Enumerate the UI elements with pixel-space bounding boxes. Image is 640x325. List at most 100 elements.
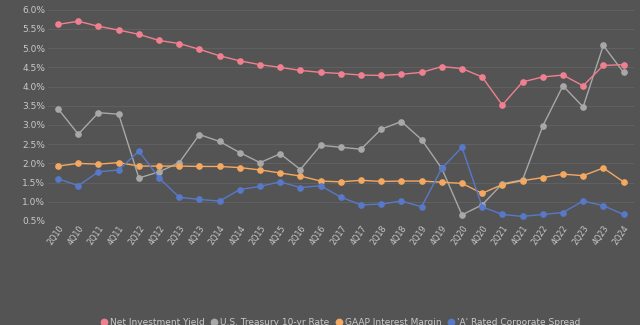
- U.S. Treasury 10-yr Rate: [317, 143, 324, 147]
- GAAP Interest Margin: [539, 176, 547, 179]
- GAAP Interest Margin: [438, 180, 445, 184]
- 'A' Rated Corporate Spread: [236, 188, 244, 191]
- GAAP Interest Margin: [378, 179, 385, 183]
- GAAP Interest Margin: [216, 164, 223, 168]
- GAAP Interest Margin: [95, 162, 102, 166]
- Line: GAAP Interest Margin: GAAP Interest Margin: [56, 160, 626, 196]
- 'A' Rated Corporate Spread: [317, 184, 324, 188]
- Net Investment Yield: [478, 75, 486, 79]
- Net Investment Yield: [175, 42, 183, 46]
- 'A' Rated Corporate Spread: [518, 214, 526, 218]
- 'A' Rated Corporate Spread: [175, 195, 183, 199]
- U.S. Treasury 10-yr Rate: [378, 127, 385, 131]
- GAAP Interest Margin: [518, 179, 526, 183]
- U.S. Treasury 10-yr Rate: [438, 166, 445, 170]
- Net Investment Yield: [296, 69, 304, 72]
- Net Investment Yield: [378, 73, 385, 77]
- Net Investment Yield: [196, 47, 204, 51]
- 'A' Rated Corporate Spread: [95, 170, 102, 174]
- GAAP Interest Margin: [317, 179, 324, 183]
- U.S. Treasury 10-yr Rate: [539, 124, 547, 128]
- 'A' Rated Corporate Spread: [378, 202, 385, 206]
- Net Investment Yield: [337, 72, 345, 75]
- GAAP Interest Margin: [156, 164, 163, 168]
- 'A' Rated Corporate Spread: [600, 204, 607, 208]
- Net Investment Yield: [54, 22, 62, 26]
- GAAP Interest Margin: [196, 164, 204, 168]
- U.S. Treasury 10-yr Rate: [95, 111, 102, 115]
- U.S. Treasury 10-yr Rate: [518, 178, 526, 182]
- 'A' Rated Corporate Spread: [115, 168, 122, 172]
- 'A' Rated Corporate Spread: [397, 199, 405, 203]
- 'A' Rated Corporate Spread: [458, 145, 466, 149]
- Net Investment Yield: [458, 67, 466, 71]
- U.S. Treasury 10-yr Rate: [296, 168, 304, 172]
- GAAP Interest Margin: [579, 174, 587, 178]
- GAAP Interest Margin: [296, 174, 304, 178]
- Net Investment Yield: [600, 63, 607, 67]
- Net Investment Yield: [156, 39, 163, 43]
- Net Investment Yield: [499, 103, 506, 107]
- GAAP Interest Margin: [357, 178, 365, 182]
- Line: U.S. Treasury 10-yr Rate: U.S. Treasury 10-yr Rate: [56, 43, 626, 217]
- Net Investment Yield: [95, 24, 102, 28]
- Net Investment Yield: [620, 63, 627, 67]
- 'A' Rated Corporate Spread: [539, 213, 547, 216]
- 'A' Rated Corporate Spread: [276, 180, 284, 184]
- GAAP Interest Margin: [256, 168, 264, 172]
- U.S. Treasury 10-yr Rate: [135, 176, 143, 180]
- GAAP Interest Margin: [115, 161, 122, 164]
- GAAP Interest Margin: [135, 164, 143, 168]
- 'A' Rated Corporate Spread: [196, 198, 204, 202]
- U.S. Treasury 10-yr Rate: [559, 84, 567, 88]
- GAAP Interest Margin: [236, 166, 244, 170]
- Net Investment Yield: [74, 19, 82, 23]
- U.S. Treasury 10-yr Rate: [458, 213, 466, 217]
- GAAP Interest Margin: [418, 179, 426, 183]
- GAAP Interest Margin: [54, 164, 62, 168]
- Net Investment Yield: [518, 80, 526, 84]
- Net Investment Yield: [236, 59, 244, 63]
- GAAP Interest Margin: [478, 191, 486, 195]
- 'A' Rated Corporate Spread: [74, 184, 82, 188]
- Net Investment Yield: [276, 65, 284, 69]
- U.S. Treasury 10-yr Rate: [418, 137, 426, 141]
- Net Investment Yield: [216, 54, 223, 58]
- U.S. Treasury 10-yr Rate: [74, 132, 82, 136]
- GAAP Interest Margin: [337, 180, 345, 184]
- 'A' Rated Corporate Spread: [296, 186, 304, 189]
- GAAP Interest Margin: [276, 171, 284, 175]
- 'A' Rated Corporate Spread: [579, 199, 587, 203]
- U.S. Treasury 10-yr Rate: [196, 133, 204, 136]
- Net Investment Yield: [115, 28, 122, 32]
- Net Investment Yield: [256, 63, 264, 67]
- 'A' Rated Corporate Spread: [216, 199, 223, 203]
- GAAP Interest Margin: [458, 181, 466, 185]
- GAAP Interest Margin: [600, 166, 607, 170]
- Line: 'A' Rated Corporate Spread: 'A' Rated Corporate Spread: [56, 145, 626, 219]
- 'A' Rated Corporate Spread: [559, 211, 567, 214]
- 'A' Rated Corporate Spread: [357, 203, 365, 207]
- Net Investment Yield: [418, 71, 426, 74]
- U.S. Treasury 10-yr Rate: [600, 44, 607, 47]
- Net Investment Yield: [559, 73, 567, 77]
- U.S. Treasury 10-yr Rate: [397, 120, 405, 124]
- U.S. Treasury 10-yr Rate: [54, 107, 62, 111]
- 'A' Rated Corporate Spread: [156, 176, 163, 180]
- 'A' Rated Corporate Spread: [135, 149, 143, 153]
- Net Investment Yield: [357, 73, 365, 77]
- GAAP Interest Margin: [620, 180, 627, 184]
- Legend: Net Investment Yield, U.S. Treasury 10-yr Rate, GAAP Interest Margin, 'A' Rated : Net Investment Yield, U.S. Treasury 10-y…: [98, 314, 584, 325]
- U.S. Treasury 10-yr Rate: [337, 145, 345, 149]
- Net Investment Yield: [579, 84, 587, 88]
- 'A' Rated Corporate Spread: [499, 213, 506, 216]
- U.S. Treasury 10-yr Rate: [620, 71, 627, 74]
- 'A' Rated Corporate Spread: [54, 177, 62, 181]
- Net Investment Yield: [317, 71, 324, 74]
- 'A' Rated Corporate Spread: [620, 213, 627, 216]
- U.S. Treasury 10-yr Rate: [276, 152, 284, 156]
- Net Investment Yield: [135, 32, 143, 36]
- 'A' Rated Corporate Spread: [256, 185, 264, 188]
- U.S. Treasury 10-yr Rate: [236, 151, 244, 155]
- 'A' Rated Corporate Spread: [418, 205, 426, 209]
